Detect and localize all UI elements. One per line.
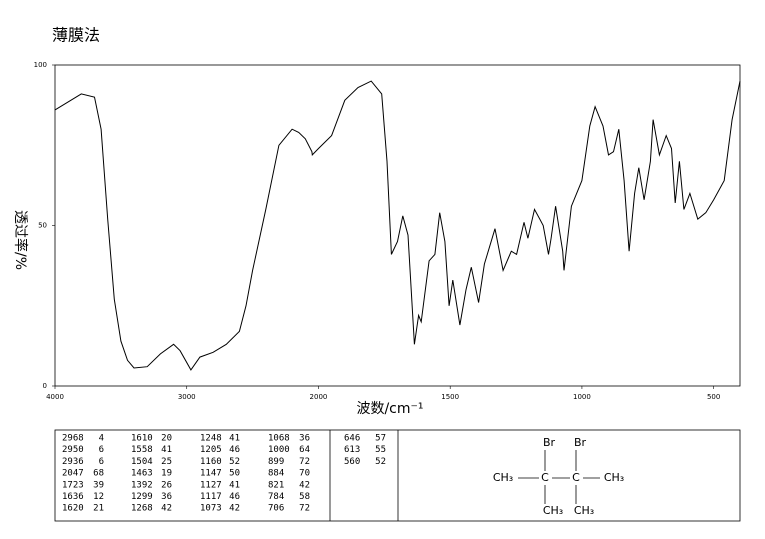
peak-wavenumber: 1463 [131,469,153,479]
peak-transmittance: 72 [299,457,310,467]
peak-wavenumber: 1299 [131,492,153,502]
peak-wavenumber: 1723 [62,480,84,490]
peak-wavenumber: 1068 [268,434,290,444]
peak-wavenumber: 1248 [200,434,222,444]
peak-transmittance: 36 [299,434,310,444]
peak-wavenumber: 899 [268,457,284,467]
peak-transmittance: 36 [161,492,172,502]
peak-wavenumber: 2950 [62,445,84,455]
peak-wavenumber: 1160 [200,457,222,467]
peak-transmittance: 57 [375,434,386,444]
peak-transmittance: 52 [229,457,240,467]
peak-wavenumber: 1636 [62,492,84,502]
structure-atom: CH₃ [604,471,624,484]
peak-wavenumber: 2936 [62,457,84,467]
structure-atom: CH₃ [543,504,563,517]
x-tick-label: 2000 [310,393,328,401]
peak-transmittance: 42 [229,504,240,514]
peak-wavenumber: 613 [344,445,360,455]
peak-wavenumber: 884 [268,469,284,479]
x-tick-label: 3000 [178,393,196,401]
peak-wavenumber: 1117 [200,492,222,502]
peak-transmittance: 41 [161,445,172,455]
peak-transmittance: 46 [229,492,240,502]
x-tick-label: 500 [707,393,720,401]
peak-transmittance: 64 [299,445,310,455]
peak-transmittance: 68 [93,469,104,479]
peak-wavenumber: 706 [268,504,284,514]
plot-frame [54,64,741,387]
peak-wavenumber: 1127 [200,480,222,490]
y-tick-label: 100 [34,61,47,69]
peak-wavenumber: 1147 [200,469,222,479]
peak-transmittance: 52 [375,457,386,467]
y-axis-label: 透过率/% [12,210,29,270]
peak-wavenumber: 784 [268,492,284,502]
peak-wavenumber: 1504 [131,457,153,467]
peak-transmittance: 42 [161,504,172,514]
spectrum-line [54,80,741,371]
peak-transmittance: 25 [161,457,172,467]
peak-transmittance: 6 [99,445,104,455]
peak-wavenumber: 1073 [200,504,222,514]
peak-wavenumber: 1558 [131,445,153,455]
peak-transmittance: 12 [93,492,104,502]
peak-wavenumber: 2047 [62,469,84,479]
peak-transmittance: 6 [99,457,104,467]
peak-transmittance: 72 [299,504,310,514]
peak-wavenumber: 821 [268,480,284,490]
peak-wavenumber: 1610 [131,434,153,444]
peak-wavenumber: 2968 [62,434,84,444]
peak-wavenumber: 560 [344,457,360,467]
peak-wavenumber: 1000 [268,445,290,455]
x-tick-label: 1000 [573,393,591,401]
chart-title: 薄膜法 [52,26,100,45]
x-axis-label: 波数/cm⁻¹ [356,401,423,417]
structure-atom: C [541,471,549,484]
peak-transmittance: 19 [161,469,172,479]
structure-atom: Br [574,436,587,449]
peak-transmittance: 4 [99,434,104,444]
y-tick-label: 50 [38,222,47,230]
structure-atom: CH₃ [493,471,513,484]
x-tick-label: 4000 [46,393,64,401]
y-tick-label: 0 [43,382,47,390]
table-frame [54,429,741,522]
structure-atom: CH₃ [574,504,594,517]
peak-transmittance: 41 [229,480,240,490]
structure-atom: Br [543,436,556,449]
peak-transmittance: 41 [229,434,240,444]
peak-transmittance: 26 [161,480,172,490]
peak-transmittance: 70 [299,469,310,479]
peak-transmittance: 20 [161,434,172,444]
peak-wavenumber: 1268 [131,504,153,514]
peak-transmittance: 46 [229,445,240,455]
peak-transmittance: 50 [229,469,240,479]
peak-wavenumber: 646 [344,434,360,444]
x-tick-label: 1500 [441,393,459,401]
peak-transmittance: 55 [375,445,386,455]
peak-transmittance: 42 [299,480,310,490]
peak-transmittance: 39 [93,480,104,490]
peak-transmittance: 21 [93,504,104,514]
peak-wavenumber: 1392 [131,480,153,490]
structure-bonds [518,450,600,504]
structure-atom: C [572,471,580,484]
peak-wavenumber: 1205 [200,445,222,455]
peak-transmittance: 58 [299,492,310,502]
peak-wavenumber: 1620 [62,504,84,514]
